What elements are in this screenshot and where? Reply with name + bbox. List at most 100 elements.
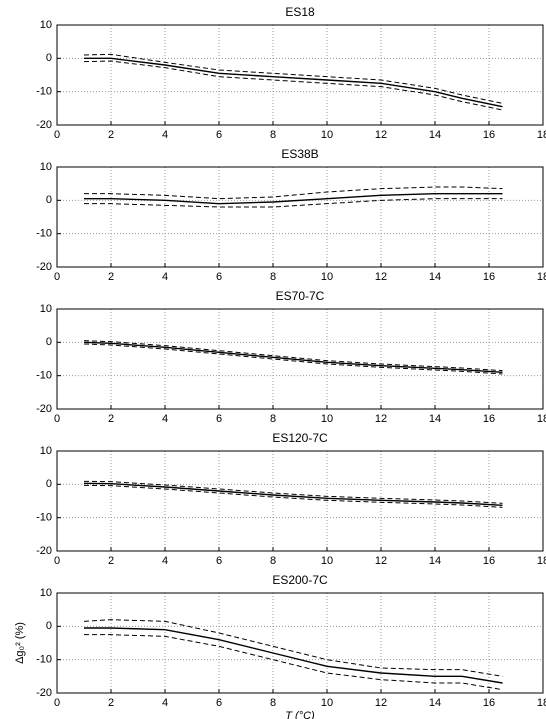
x-tick-label: 2 [108,129,114,141]
y-axis-label: Δg₀² (%) [14,622,26,664]
series-line [84,57,503,108]
y-tick-label: 0 [46,194,52,206]
x-tick-label: 12 [375,555,387,567]
x-tick-label: 10 [321,697,333,709]
x-tick-label: 14 [429,555,441,567]
axes-frame [56,166,544,268]
y-tick-label: 10 [40,161,52,173]
x-tick-label: 10 [321,413,333,425]
x-tick-label: 4 [162,697,168,709]
x-tick-label: 18 [537,697,546,709]
x-tick-label: 16 [483,413,495,425]
x-tick-label: 2 [108,697,114,709]
y-tick-label: -20 [36,687,52,699]
x-tick-label: 18 [537,271,546,283]
x-tick-label: 18 [537,129,546,141]
series-line [83,343,503,375]
x-tick-label: 4 [162,555,168,567]
x-tick-label: 0 [54,413,60,425]
series-line [83,60,503,111]
y-tick-label: 10 [40,303,52,315]
series-line [84,198,503,208]
chart-title: ES18 [285,5,315,19]
series-line [84,627,503,684]
x-tick-label: 0 [54,129,60,141]
x-tick-label: 8 [270,555,276,567]
series-line [83,480,503,504]
chart-title: ES70-7C [276,289,325,303]
x-tick-label: 10 [321,271,333,283]
x-tick-label: 8 [270,697,276,709]
axes-frame [56,450,544,552]
x-tick-label: 2 [108,271,114,283]
x-tick-label: 2 [108,555,114,567]
x-tick-label: 14 [429,697,441,709]
y-tick-label: -20 [36,545,52,557]
y-tick-label: 10 [40,19,52,31]
x-tick-label: 14 [429,129,441,141]
y-tick-label: 10 [40,445,52,457]
x-tick-label: 14 [429,271,441,283]
series-line [83,482,503,507]
x-tick-label: 4 [162,413,168,425]
plot-area [57,167,543,267]
x-tick-label: 12 [375,413,387,425]
y-tick-label: -20 [36,403,52,415]
x-tick-label: 2 [108,413,114,425]
x-axis-label: T (°C) [285,710,315,719]
x-tick-label: 6 [216,697,222,709]
x-tick-label: 16 [483,271,495,283]
series-line [84,186,503,200]
x-tick-label: 8 [270,413,276,425]
y-tick-label: 0 [46,336,52,348]
x-tick-label: 12 [375,697,387,709]
series-line [84,192,503,205]
y-tick-label: -10 [36,654,52,666]
plot-area [57,309,543,409]
series-line [83,484,503,508]
y-tick-label: 0 [46,620,52,632]
x-tick-label: 8 [270,271,276,283]
series-line [84,634,503,691]
chart-title: ES200-7C [272,573,328,587]
axes-frame [56,592,544,694]
chart-title: ES38B [281,147,318,161]
series-line [83,53,503,104]
x-tick-label: 6 [216,271,222,283]
x-tick-label: 16 [483,129,495,141]
x-tick-label: 18 [537,555,546,567]
y-tick-label: -20 [36,119,52,131]
x-tick-label: 6 [216,555,222,567]
series-line [83,340,503,372]
y-tick-label: 0 [46,478,52,490]
x-tick-label: 16 [483,697,495,709]
y-tick-label: -10 [36,228,52,240]
x-tick-label: 12 [375,271,387,283]
y-tick-label: -10 [36,86,52,98]
axes-frame [56,24,544,126]
y-tick-label: -10 [36,512,52,524]
x-tick-label: 6 [216,129,222,141]
x-tick-label: 8 [270,129,276,141]
x-tick-label: 0 [54,271,60,283]
axes-frame [56,308,544,410]
x-tick-label: 18 [537,413,546,425]
x-tick-label: 10 [321,129,333,141]
x-tick-label: 10 [321,555,333,567]
chart-title: ES120-7C [272,431,328,445]
series-line [83,341,503,374]
x-tick-label: 14 [429,413,441,425]
series-line [83,619,503,677]
x-tick-label: 0 [54,555,60,567]
y-tick-label: -20 [36,261,52,273]
x-tick-label: 0 [54,697,60,709]
x-tick-label: 4 [162,129,168,141]
x-tick-label: 12 [375,129,387,141]
x-tick-label: 4 [162,271,168,283]
x-tick-label: 6 [216,413,222,425]
y-tick-label: -10 [36,370,52,382]
x-tick-label: 16 [483,555,495,567]
y-tick-label: 0 [46,52,52,64]
y-tick-label: 10 [40,587,52,599]
